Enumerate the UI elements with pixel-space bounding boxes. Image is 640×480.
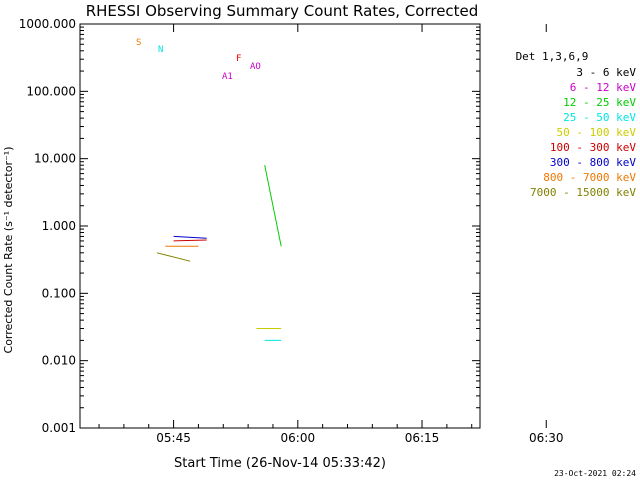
plot-area: 1000.000 100.000 10.000 1.000 0.100 0.010 0.00… xyxy=(19,17,564,445)
legend-entry: 7000 - 15000 keV xyxy=(530,186,636,199)
x-axis-label: Start Time (26-Nov-14 05:33:42) xyxy=(174,456,386,471)
series-line-8 xyxy=(156,252,191,262)
legend-entry: 50 - 100 keV xyxy=(557,126,637,139)
flag-label-ao: AO xyxy=(250,62,261,72)
y-tick-label: 1.000 xyxy=(42,219,76,233)
plot-frame xyxy=(79,23,481,429)
y-tick-label: 100.000 xyxy=(26,84,76,98)
x-tick-label: 06:30 xyxy=(529,431,564,445)
x-tick-label: 05:45 xyxy=(156,431,191,445)
flag-label-a1: A1 xyxy=(222,72,233,82)
legend-entry: 3 - 6 keV xyxy=(576,66,636,79)
chart-title: RHESSI Observing Summary Count Rates, Co… xyxy=(86,2,479,20)
legend: 3 - 6 keV 6 - 12 keV 12 - 25 keV 25 - 50 ke… xyxy=(530,66,636,199)
series-line-2 xyxy=(264,165,282,247)
legend-entry: 100 - 300 keV xyxy=(550,141,636,154)
y-tick-label: 0.100 xyxy=(42,286,76,300)
footer-timestamp: 23-Oct-2021 02:24 xyxy=(554,469,636,478)
flag-label-f: F xyxy=(236,54,241,64)
legend-entry: 25 - 50 keV xyxy=(563,111,636,124)
legend-entry: 12 - 25 keV xyxy=(563,96,636,109)
x-tick-label: 06:00 xyxy=(281,431,316,445)
x-tick-label: 06:15 xyxy=(405,431,440,445)
legend-entry: 800 - 7000 keV xyxy=(543,171,636,184)
series-line-5 xyxy=(173,239,207,242)
y-tick-label: 1000.000 xyxy=(19,17,76,31)
legend-entry: 300 - 800 keV xyxy=(550,156,636,169)
legend-entry: 6 - 12 keV xyxy=(570,81,637,94)
legend-title: Det 1,3,6,9 xyxy=(516,50,589,63)
y-tick-label: 10.000 xyxy=(34,152,76,166)
flag-label-s: S xyxy=(136,38,141,48)
series-line-6 xyxy=(173,235,207,239)
flag-label-n: N xyxy=(158,45,163,55)
y-axis-label: Corrected Count Rate (s⁻¹ detector⁻¹) xyxy=(2,147,15,354)
y-tick-label: 0.001 xyxy=(42,421,76,435)
y-tick-label: 0.010 xyxy=(42,354,76,368)
